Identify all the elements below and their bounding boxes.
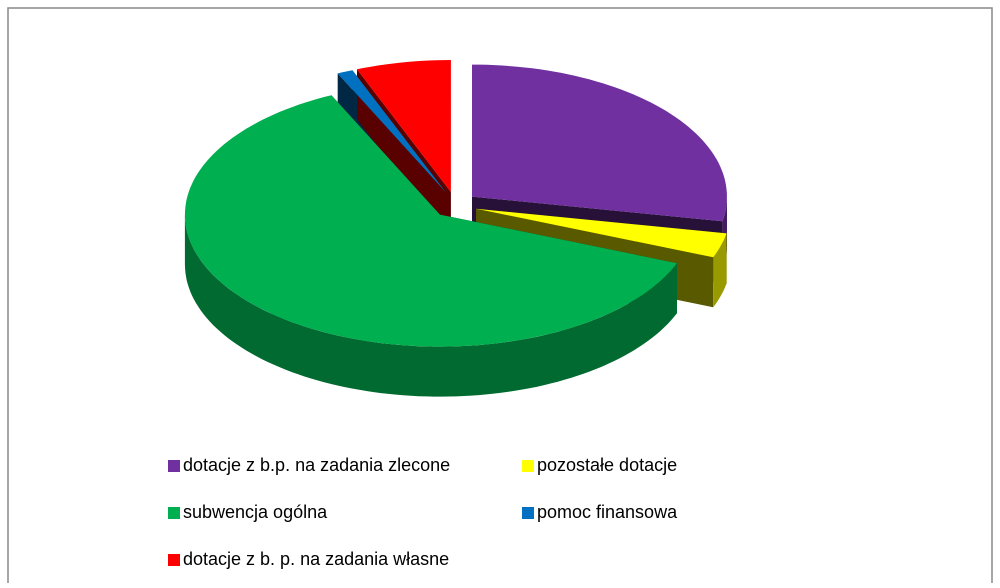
legend-swatch [168, 554, 180, 566]
legend-label: dotacje z b. p. na zadania własne [183, 549, 449, 569]
slice [184, 95, 677, 347]
slice [357, 60, 451, 192]
legend-swatch [168, 460, 180, 472]
slice [476, 208, 727, 258]
legend-swatch [168, 507, 180, 519]
slice-wall [713, 233, 727, 308]
slice-wall [184, 214, 677, 397]
legend-swatch [522, 507, 534, 519]
legend-label: dotacje z b.p. na zadania zlecone [183, 455, 450, 475]
legend-label: subwencja ogólna [183, 502, 328, 522]
slice [472, 64, 727, 222]
slice [337, 70, 447, 193]
legend-label: pozostałe dotacje [537, 455, 677, 475]
legend-swatch [522, 460, 534, 472]
legend-label: pomoc finansowa [537, 502, 678, 522]
